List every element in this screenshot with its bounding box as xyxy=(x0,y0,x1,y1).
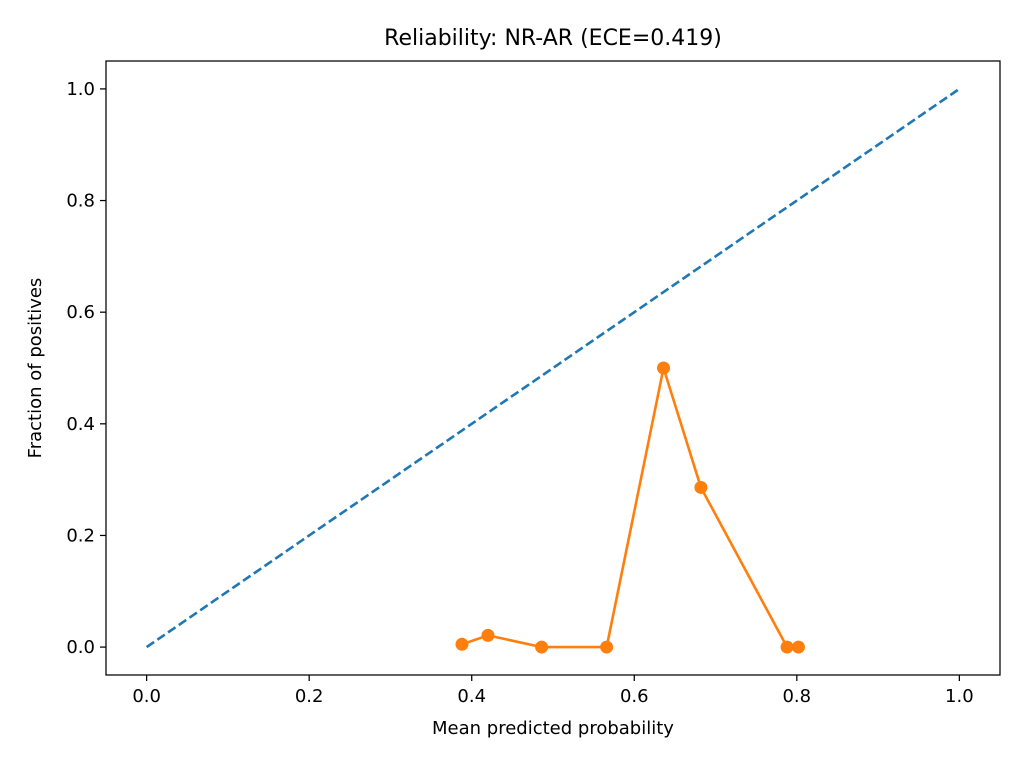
y-tick-label: 0.8 xyxy=(66,191,95,212)
x-tick-label: 0.4 xyxy=(457,686,486,707)
y-tick-label: 0.6 xyxy=(66,302,95,323)
x-tick-label: 1.0 xyxy=(945,686,974,707)
x-tick-label: 0.6 xyxy=(620,686,649,707)
calibration-point xyxy=(455,637,469,651)
calibration-point xyxy=(694,480,708,494)
y-tick-label: 0.4 xyxy=(66,414,95,435)
plot-frame xyxy=(105,60,1001,676)
y-axis-label: Fraction of positives xyxy=(25,278,46,459)
plot-area xyxy=(145,87,961,654)
calibration-point xyxy=(600,640,614,654)
x-axis-label: Mean predicted probability xyxy=(432,718,674,739)
perfect-calibration-line xyxy=(145,87,961,649)
calibration-point xyxy=(780,640,794,654)
chart-title: Reliability: NR-AR (ECE=0.419) xyxy=(384,26,722,51)
calibration-curve-line xyxy=(461,367,799,649)
calibration-point xyxy=(481,628,495,642)
y-axis: 0.0 0.2 0.4 0.6 0.8 1.0 xyxy=(66,79,106,658)
y-tick-label: 1.0 xyxy=(66,79,95,100)
y-tick-label: 0.0 xyxy=(66,637,95,658)
x-axis: 0.0 0.2 0.4 0.6 0.8 1.0 xyxy=(132,675,974,707)
y-tick-label: 0.2 xyxy=(66,525,95,546)
x-tick-label: 0.2 xyxy=(295,686,324,707)
x-tick-label: 0.8 xyxy=(782,686,811,707)
calibration-point xyxy=(535,640,549,654)
x-tick-label: 0.0 xyxy=(132,686,161,707)
calibration-point xyxy=(791,640,805,654)
calibration-point xyxy=(657,361,671,375)
